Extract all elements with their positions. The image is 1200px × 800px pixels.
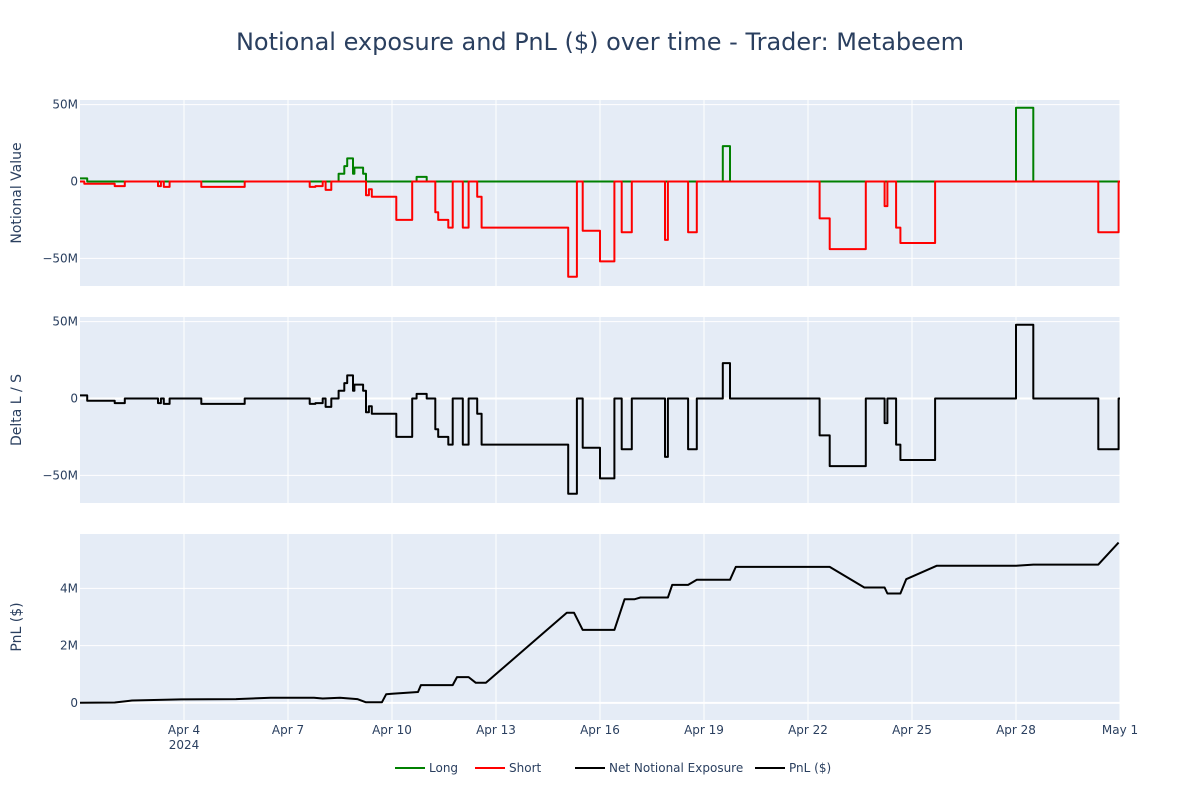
y-tick-label: 0 — [70, 174, 78, 188]
y-axis-title: PnL ($) — [9, 602, 25, 651]
series-line-net-notional-exposure — [80, 323, 1120, 495]
legend-item-short[interactable]: Short — [475, 761, 541, 775]
x-tick-label: Apr 10 — [372, 723, 412, 737]
y-axis-title: Notional Value — [9, 142, 25, 243]
y-tick-label: −50M — [42, 251, 78, 265]
panel-1: 50M 0 −50M Notional Value — [9, 98, 1121, 286]
y-tick-label: 50M — [52, 315, 78, 329]
x-tick-label: Apr 25 — [892, 723, 932, 737]
y-axis-title: Delta L / S — [9, 374, 25, 446]
x-tick-label: Apr 7 — [272, 723, 304, 737]
x-tick-label: Apr 22 — [788, 723, 828, 737]
legend-item-long[interactable]: Long — [395, 761, 458, 775]
y-tick-label: 2M — [60, 639, 78, 653]
series-line-short — [80, 180, 1120, 278]
x-tick-label: Apr 16 — [580, 723, 620, 737]
legend-label: Net Notional Exposure — [609, 761, 743, 775]
legend-label: Long — [429, 761, 458, 775]
y-tick-label: −50M — [42, 468, 78, 482]
chart-legend: Long Short Net Notional Exposure PnL ($) — [395, 761, 831, 775]
y-tick-label: 0 — [70, 696, 78, 710]
legend-item-net-notional-exposure[interactable]: Net Notional Exposure — [575, 761, 743, 775]
chart-title: Notional exposure and PnL ($) over time … — [236, 28, 964, 56]
legend-label: PnL ($) — [789, 761, 831, 775]
y-tick-label: 4M — [60, 581, 78, 595]
series-line-pnl — [79, 541, 1120, 704]
x-tick-label: Apr 13 — [476, 723, 516, 737]
panel-2: 50M 0 −50M Delta L / S — [9, 315, 1121, 503]
x-tick-label: May 1 — [1102, 723, 1138, 737]
chart-panels: 50M 0 −50M Notional Value 50M 0 −50M Delta L / … — [9, 98, 1138, 752]
y-tick-label: 0 — [70, 391, 78, 405]
x-tick-label: Apr 19 — [684, 723, 724, 737]
x-tick-label: Apr 28 — [996, 723, 1036, 737]
legend-label: Short — [509, 761, 541, 775]
legend-item-pnl[interactable]: PnL ($) — [755, 761, 831, 775]
x-tick-sublabel: 2024 — [169, 738, 200, 752]
x-tick-label: Apr 4 — [168, 723, 200, 737]
y-tick-label: 50M — [52, 98, 78, 112]
